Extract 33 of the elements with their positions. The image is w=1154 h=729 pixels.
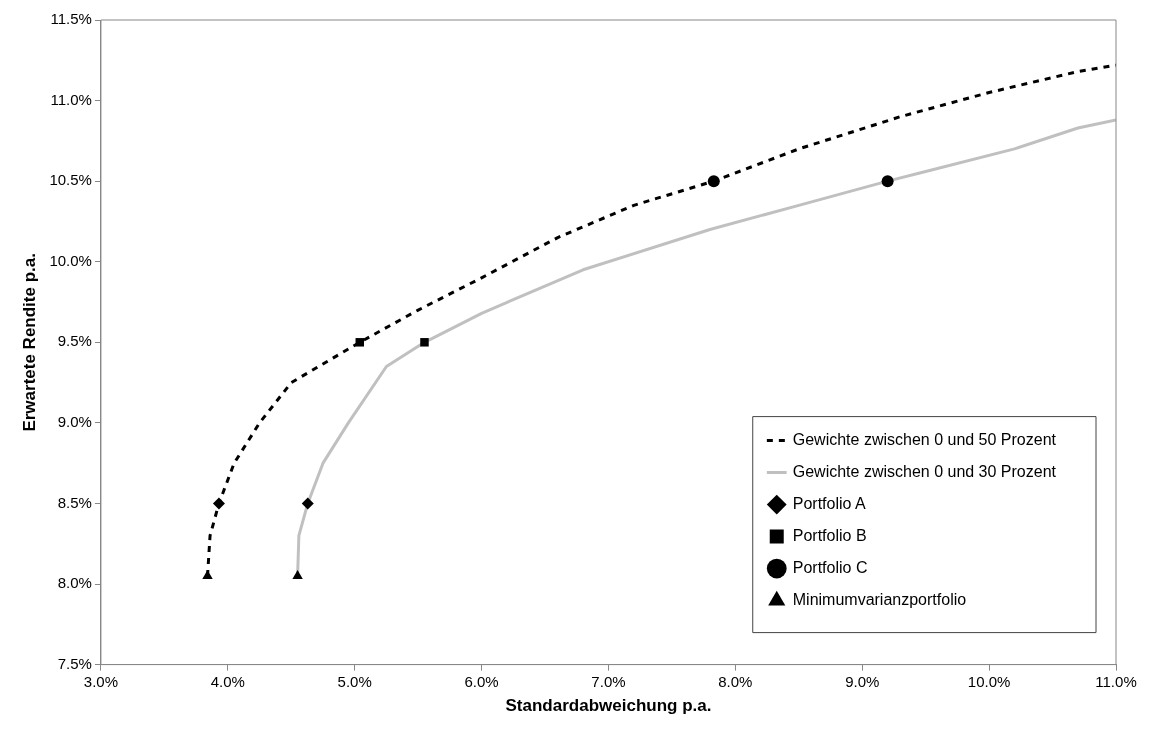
legend-label: Minimumvarianzportfolio (792, 591, 967, 609)
x-tick-label: 10.0% (967, 672, 1011, 690)
point (420, 338, 429, 347)
x-tick-label: 5.0% (337, 672, 372, 690)
y-tick-label: 10.0% (49, 251, 92, 269)
y-tick-label: 9.5% (57, 332, 92, 350)
x-tick-label: 6.0% (464, 672, 499, 690)
y-tick-label: 8.5% (57, 493, 92, 511)
legend-label: Portfolio C (792, 559, 868, 577)
legend-label: Gewichte zwischen 0 und 30 Prozent (792, 463, 1057, 481)
legend-label: Portfolio A (792, 495, 866, 513)
y-tick-label: 8.0% (57, 574, 92, 592)
y-tick-label: 10.5% (49, 171, 92, 189)
point (707, 175, 720, 188)
point (355, 338, 365, 347)
point (292, 569, 303, 579)
x-tick-label: 11.0% (1095, 672, 1137, 690)
point (881, 175, 894, 188)
x-tick-label: 8.0% (718, 672, 753, 690)
x-axis-title: Standardabweichung p.a. (505, 696, 712, 716)
x-tick-label: 9.0% (845, 672, 880, 690)
x-tick-label: 4.0% (210, 672, 245, 690)
y-tick-label: 11.0% (50, 90, 92, 108)
point (212, 497, 225, 510)
legend-label: Portfolio B (792, 527, 867, 545)
x-tick-label: 7.0% (591, 672, 626, 690)
y-tick-label: 7.5% (57, 654, 92, 672)
legend-label: Gewichte zwischen 0 und 50 Prozent (792, 431, 1057, 449)
point (301, 497, 314, 510)
y-tick-label: 9.0% (57, 413, 92, 431)
x-tick-label: 3.0% (83, 672, 119, 690)
y-axis-title: Erwartete Rendite p.a. (19, 253, 39, 432)
y-tick-label: 11.5% (50, 10, 92, 28)
